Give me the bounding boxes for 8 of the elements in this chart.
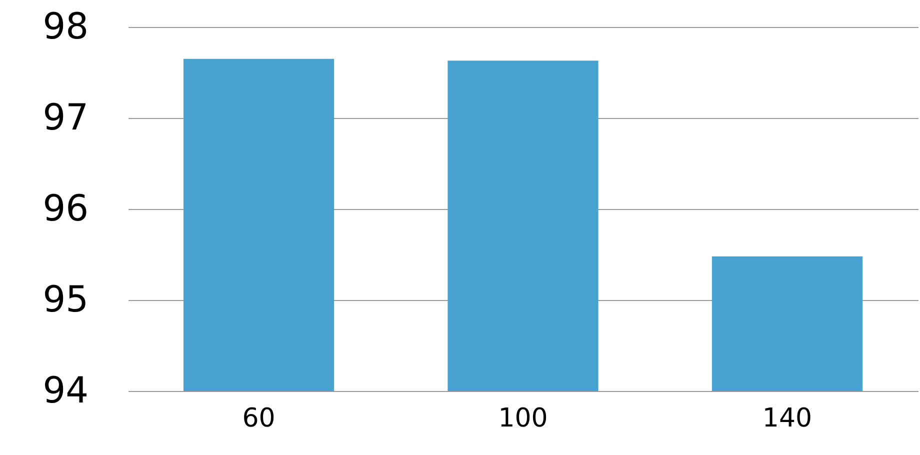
x-tick-label: 140: [762, 404, 812, 434]
y-tick-label: 97: [42, 98, 88, 138]
y-tick-label: 96: [42, 188, 88, 230]
y-tick-label: 95: [42, 280, 88, 320]
x-tick-label: 60: [242, 404, 276, 434]
x-tick-label: 100: [498, 404, 548, 434]
y-tick-label: 98: [42, 6, 88, 48]
y-tick-label: 94: [42, 370, 88, 412]
